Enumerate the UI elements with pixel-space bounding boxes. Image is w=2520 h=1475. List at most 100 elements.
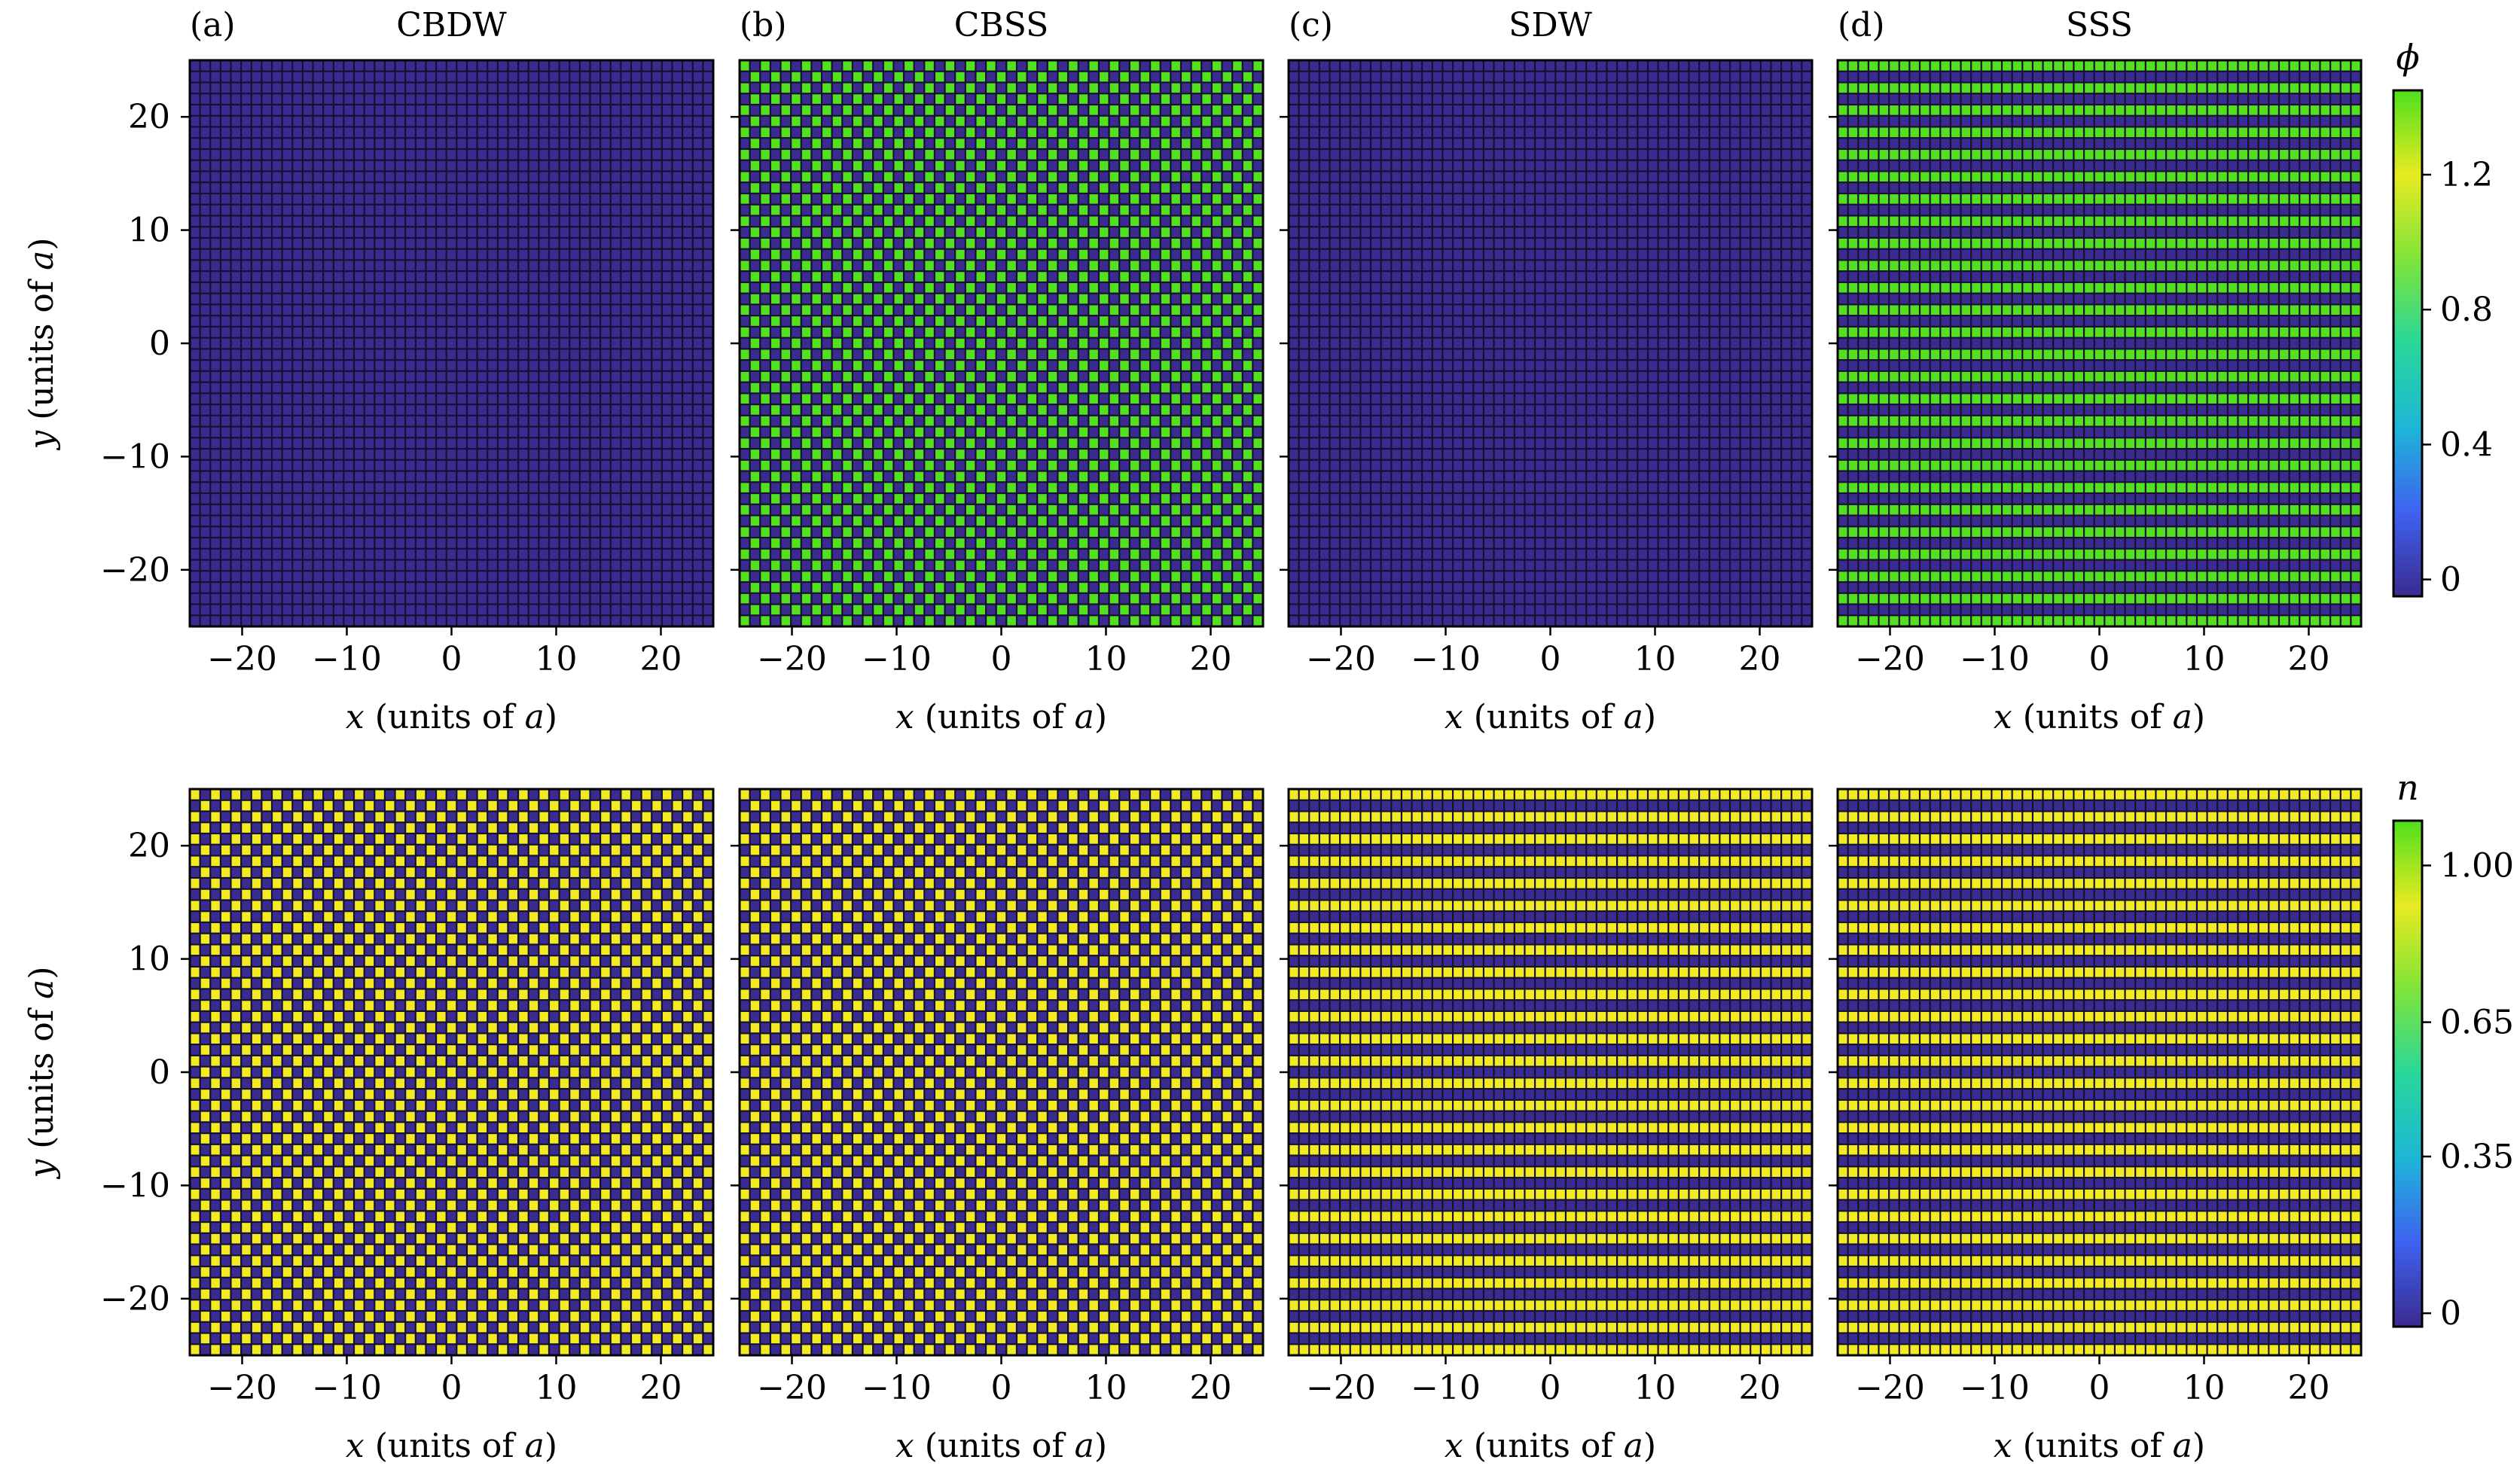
lattice-cell bbox=[231, 261, 241, 271]
lattice-cell bbox=[611, 483, 621, 492]
lattice-cell bbox=[662, 183, 672, 193]
lattice-cell bbox=[761, 349, 770, 360]
lattice-cell bbox=[945, 105, 955, 115]
lattice-cell bbox=[894, 261, 903, 271]
lattice-cell bbox=[262, 282, 271, 293]
lattice-cell bbox=[293, 527, 302, 537]
lattice-cell bbox=[1182, 450, 1191, 459]
lattice-cell bbox=[1078, 549, 1088, 559]
lattice-cell bbox=[570, 549, 579, 559]
lattice-cell bbox=[1027, 494, 1037, 504]
lattice-cell bbox=[570, 172, 579, 182]
lattice-cell bbox=[386, 361, 395, 370]
lattice-cell bbox=[211, 227, 220, 237]
lattice-cell bbox=[621, 438, 630, 448]
lattice-cell bbox=[293, 338, 302, 349]
lattice-cell bbox=[761, 382, 770, 393]
lattice-cell bbox=[406, 516, 415, 526]
lattice-cell bbox=[426, 394, 435, 404]
lattice-cell bbox=[914, 61, 924, 71]
lattice-cell bbox=[832, 338, 842, 349]
lattice-cell bbox=[1017, 83, 1027, 93]
lattice-cell bbox=[853, 116, 862, 126]
lattice-cell bbox=[570, 371, 579, 382]
lattice-cell bbox=[945, 338, 955, 349]
lattice-cell bbox=[812, 194, 821, 204]
lattice-cell bbox=[437, 94, 446, 104]
lattice-cell bbox=[457, 294, 466, 304]
lattice-cell bbox=[1038, 427, 1047, 437]
lattice-cell bbox=[770, 460, 780, 471]
lattice-cell bbox=[632, 471, 641, 482]
lattice-cell bbox=[1182, 593, 1191, 604]
lattice-cell bbox=[914, 316, 924, 326]
lattice-cell bbox=[1140, 583, 1150, 593]
lattice-cell bbox=[1048, 116, 1057, 126]
lattice-cell bbox=[508, 183, 517, 193]
lattice-cell bbox=[539, 616, 548, 626]
lattice-cell bbox=[801, 272, 811, 282]
lattice-cell bbox=[334, 427, 343, 437]
lattice-cell bbox=[611, 172, 621, 182]
lattice-cell bbox=[1151, 160, 1160, 171]
lattice-cell bbox=[560, 516, 569, 526]
lattice-cell bbox=[894, 327, 903, 337]
lattice-cell bbox=[832, 294, 842, 304]
lattice-cell bbox=[1027, 282, 1037, 293]
lattice-cell bbox=[1007, 272, 1016, 282]
lattice-cell bbox=[1109, 127, 1119, 138]
lattice-cell bbox=[853, 616, 862, 626]
lattice-cell bbox=[437, 150, 446, 160]
lattice-cell bbox=[1058, 227, 1067, 237]
lattice-cell bbox=[1027, 560, 1037, 571]
lattice-cell bbox=[822, 361, 831, 370]
lattice-cell bbox=[262, 516, 271, 526]
lattice-cell bbox=[242, 516, 251, 526]
lattice-cell bbox=[914, 549, 924, 559]
lattice-cell bbox=[770, 172, 780, 182]
lattice-cell bbox=[334, 605, 343, 615]
lattice-cell bbox=[673, 605, 682, 615]
lattice-cell bbox=[693, 450, 703, 459]
lattice-cell bbox=[262, 139, 271, 148]
lattice-cell bbox=[1027, 583, 1037, 593]
lattice-cell bbox=[262, 194, 271, 204]
lattice-cell bbox=[1048, 583, 1057, 593]
lattice-cell bbox=[1058, 294, 1067, 304]
lattice-cell bbox=[1171, 172, 1180, 182]
lattice-cell bbox=[570, 105, 579, 115]
lattice-cell bbox=[703, 116, 712, 126]
lattice-cell bbox=[945, 150, 955, 160]
lattice-cell bbox=[273, 227, 282, 237]
lattice-cell bbox=[293, 261, 302, 271]
lattice-cell bbox=[905, 94, 914, 104]
lattice-cell bbox=[313, 504, 323, 515]
lattice-cell bbox=[832, 571, 842, 581]
lattice-cell bbox=[1069, 105, 1078, 115]
lattice-cell bbox=[426, 227, 435, 237]
lattice-cell bbox=[590, 494, 600, 504]
lattice-cell bbox=[662, 504, 672, 515]
lattice-cell bbox=[293, 72, 302, 82]
lattice-cell bbox=[386, 416, 395, 426]
lattice-cell bbox=[200, 160, 210, 171]
lattice-cell bbox=[1171, 438, 1180, 448]
lattice-cell bbox=[191, 394, 200, 404]
lattice-cell bbox=[1038, 527, 1047, 537]
lattice-cell bbox=[1182, 438, 1191, 448]
lattice-cell bbox=[293, 538, 302, 548]
lattice-cell bbox=[883, 483, 893, 492]
lattice-cell bbox=[1038, 272, 1047, 282]
lattice-cell bbox=[1038, 583, 1047, 593]
lattice-cell bbox=[822, 450, 831, 459]
lattice-cell bbox=[621, 527, 630, 537]
lattice-cell bbox=[498, 172, 508, 182]
lattice-cell bbox=[1151, 583, 1160, 593]
lattice-cell bbox=[673, 471, 682, 482]
lattice-cell bbox=[1130, 583, 1139, 593]
lattice-cell bbox=[1089, 83, 1098, 93]
lattice-cell bbox=[1202, 394, 1211, 404]
lattice-cell bbox=[1140, 294, 1150, 304]
lattice-cell bbox=[468, 249, 477, 260]
lattice-cell bbox=[853, 371, 862, 382]
